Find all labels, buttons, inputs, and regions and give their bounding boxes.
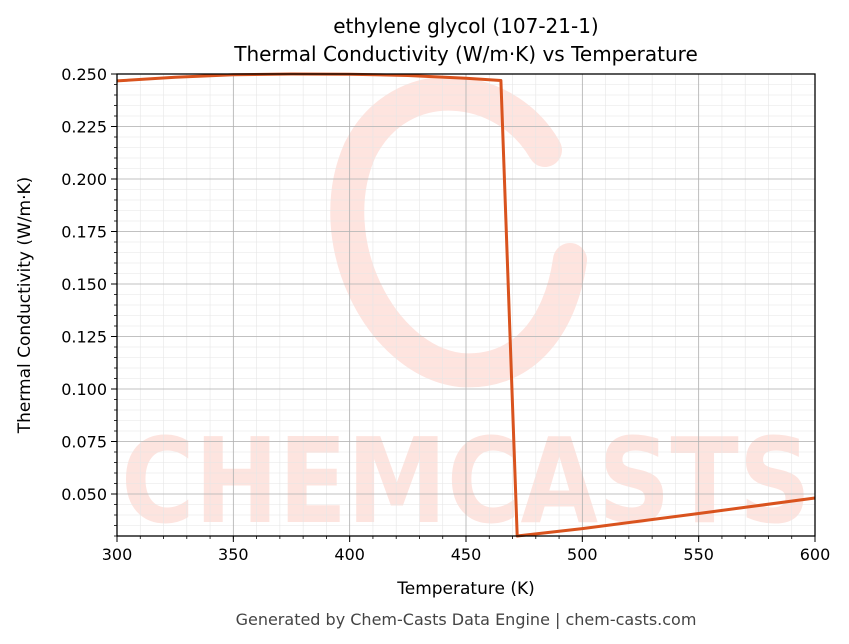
x-tick-label: 450 xyxy=(451,545,482,564)
y-tick-label: 0.175 xyxy=(61,223,107,242)
chart-subtitle: Thermal Conductivity (W/m·K) vs Temperat… xyxy=(233,42,698,66)
y-tick-label: 0.250 xyxy=(61,65,107,84)
y-tick-label: 0.200 xyxy=(61,170,107,189)
x-tick-label: 500 xyxy=(567,545,598,564)
watermark-logo-arc xyxy=(330,76,587,388)
footer-credit: Generated by Chem-Casts Data Engine | ch… xyxy=(236,610,697,629)
y-axis-label: Thermal Conductivity (W/m·K) xyxy=(15,177,35,435)
y-tick-label: 0.125 xyxy=(61,328,107,347)
x-tick-label: 350 xyxy=(218,545,249,564)
x-axis-label: Temperature (K) xyxy=(396,579,535,599)
series-layer xyxy=(116,72,816,538)
y-tick-label: 0.150 xyxy=(61,275,107,294)
x-tick-label: 600 xyxy=(800,545,831,564)
y-tick-label: 0.100 xyxy=(61,380,107,399)
x-tick-label: 300 xyxy=(102,545,133,564)
chart-title: ethylene glycol (107-21-1) xyxy=(333,14,598,38)
x-tick-label: 400 xyxy=(334,545,365,564)
y-tick-label: 0.050 xyxy=(61,485,107,504)
y-tick-label: 0.225 xyxy=(61,118,107,137)
x-tick-label: 550 xyxy=(683,545,714,564)
x-axis: 300 350 400 450 500 550 600 xyxy=(102,536,831,564)
series-line xyxy=(116,72,816,538)
y-axis: 0.050 0.075 0.100 0.125 0.150 0.175 0.200 0.225… xyxy=(61,65,117,537)
y-tick-label: 0.075 xyxy=(61,433,107,452)
